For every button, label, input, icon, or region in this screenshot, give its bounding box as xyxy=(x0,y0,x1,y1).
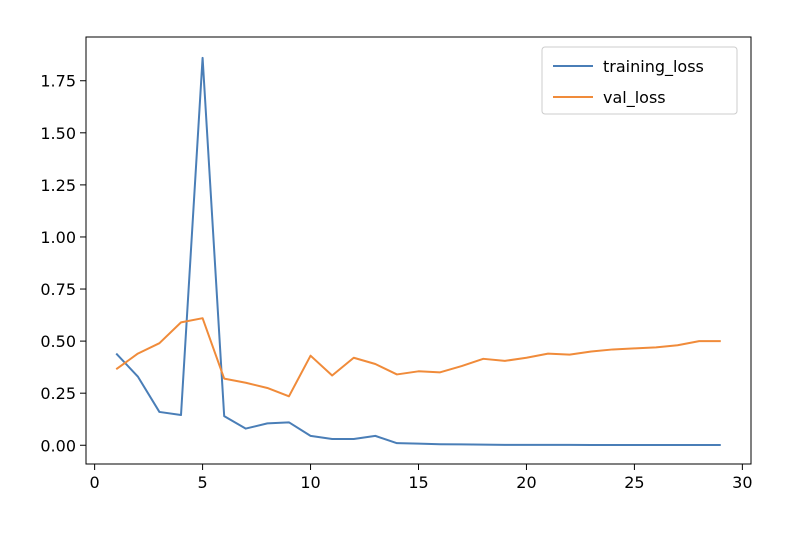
series-line-val-loss xyxy=(115,317,721,398)
x-tick-label: 25 xyxy=(624,473,644,492)
legend-label-training-loss: training_loss xyxy=(603,57,704,77)
x-tick-label: 15 xyxy=(408,473,428,492)
series-line-training-loss xyxy=(115,56,721,447)
y-tick-label: 1.50 xyxy=(40,124,76,143)
y-tick-label: 1.00 xyxy=(40,228,76,247)
legend-label-val-loss: val_loss xyxy=(603,88,666,108)
y-axis: 0.00 0.25 0.50 0.75 1.00 1.25 1.50 1.75 xyxy=(40,72,86,455)
y-tick-label: 0.00 xyxy=(40,436,76,455)
x-tick-label: 5 xyxy=(197,473,207,492)
y-tick-label: 0.75 xyxy=(40,280,76,299)
x-tick-label: 0 xyxy=(90,473,100,492)
series-layer xyxy=(115,56,721,447)
y-tick-label: 0.50 xyxy=(40,332,76,351)
y-tick-label: 1.75 xyxy=(40,72,76,91)
x-tick-label: 20 xyxy=(516,473,536,492)
x-tick-label: 10 xyxy=(300,473,320,492)
x-axis: 0 5 10 15 20 25 30 xyxy=(90,464,753,492)
y-tick-label: 0.25 xyxy=(40,384,76,403)
x-tick-label: 30 xyxy=(732,473,752,492)
legend: training_loss val_loss xyxy=(541,46,738,115)
y-tick-label: 1.25 xyxy=(40,176,76,195)
